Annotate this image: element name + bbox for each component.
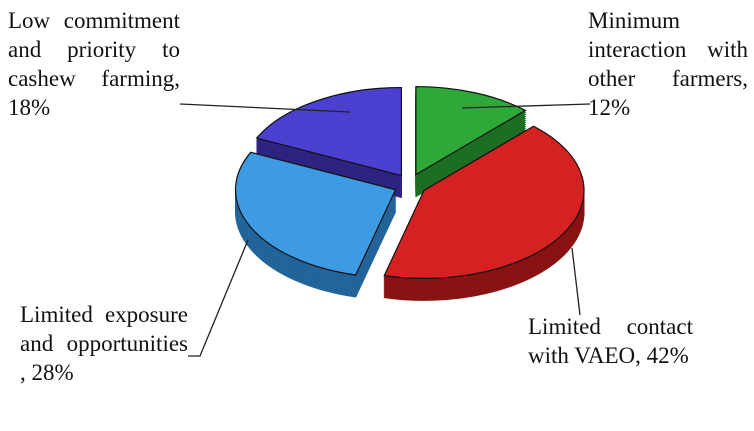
slice-label: Limited contact with VAEO, 42% (528, 314, 693, 368)
leader-line (188, 239, 249, 357)
slice (255, 86, 403, 177)
slice-label: Low commitment and priority to cashew fa… (8, 8, 180, 120)
slice-label: Limited exposure and opportunities , 28% (20, 302, 188, 385)
leader-line (461, 103, 591, 109)
leader-line (179, 103, 351, 113)
slice (383, 125, 585, 279)
leader-line (571, 247, 581, 316)
slice (415, 85, 527, 176)
slice (234, 151, 397, 276)
slice-label: Minimum interaction with other farmers, … (588, 8, 748, 120)
